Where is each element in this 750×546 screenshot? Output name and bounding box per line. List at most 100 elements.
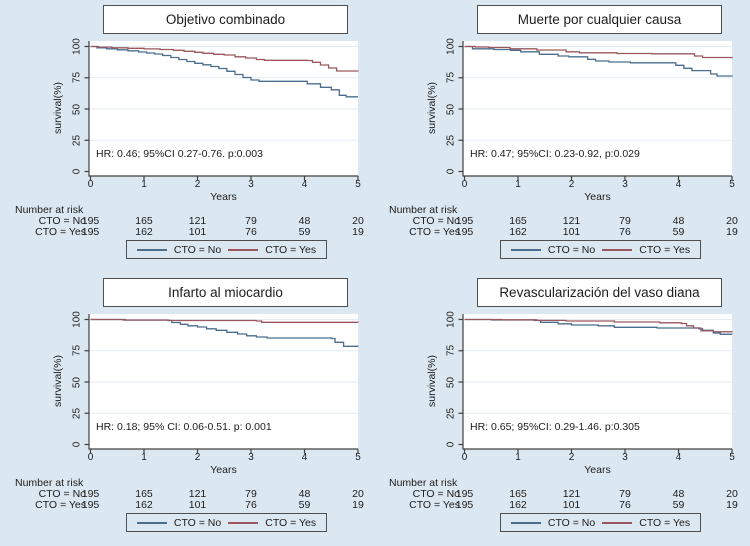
risk-table-heading: Number at risk (15, 204, 84, 216)
risk-value: 20 (726, 488, 738, 500)
risk-value: 195 (455, 499, 474, 511)
risk-value: 79 (619, 488, 631, 500)
x-tick-label: 1 (515, 179, 521, 190)
risk-value: 59 (298, 499, 311, 511)
x-tick-label: 5 (355, 179, 361, 190)
legend-label-cto-yes: CTO = Yes (639, 516, 691, 529)
risk-value: 19 (726, 499, 738, 511)
legend-line-cto-yes (602, 248, 633, 251)
risk-value: 121 (562, 215, 581, 227)
legend-line-cto-no (510, 248, 541, 251)
risk-row-label-cto-no: CTO = No (412, 215, 460, 227)
risk-value: 195 (81, 488, 100, 500)
x-tick-label: 2 (194, 452, 201, 463)
y-axis-label: survival(%) (52, 82, 64, 134)
risk-row-label-cto-yes: CTO = Yes (409, 226, 460, 238)
y-tick-label: 100 (445, 38, 457, 55)
legend-line-cto-no (510, 521, 541, 524)
km-plot-canvas (458, 41, 733, 181)
x-tick-label: 4 (675, 452, 682, 463)
panel-title: Objetivo combinado (165, 12, 286, 27)
risk-value: 48 (672, 215, 685, 227)
risk-value: 20 (352, 215, 364, 227)
x-axis-label: Years (210, 464, 237, 476)
risk-table-heading: Number at risk (389, 204, 458, 216)
risk-table-heading: Number at risk (15, 477, 84, 489)
km-plot-canvas (458, 314, 733, 454)
risk-row-label-cto-no: CTO = No (38, 488, 86, 500)
curve-cto-yes (464, 45, 733, 59)
x-tick-label: 4 (675, 179, 682, 190)
legend-label-cto-yes: CTO = Yes (639, 243, 691, 256)
risk-value: 121 (188, 215, 207, 227)
axes (88, 314, 358, 450)
km-panel-infarto-al-miocardio: Infarto al miocardio survival(%) HR: 0.1… (0, 273, 376, 546)
y-tick-label: 75 (445, 72, 457, 84)
panel-title-box: Infarto al miocardio (103, 278, 348, 307)
x-tick-label: 3 (622, 179, 628, 190)
risk-value: 59 (672, 499, 685, 511)
axes (88, 41, 358, 177)
risk-value: 101 (562, 226, 581, 238)
legend-line-cto-no (136, 521, 167, 524)
legend: CTO = No CTO = Yes (500, 240, 701, 259)
risk-value: 48 (298, 488, 311, 500)
y-tick-label: 25 (71, 407, 83, 419)
risk-value: 101 (188, 226, 207, 238)
panel-title: Muerte por cualquier causa (517, 12, 682, 27)
legend-label-cto-no: CTO = No (173, 516, 222, 529)
y-tick-label: 50 (445, 376, 457, 388)
axes (462, 314, 732, 450)
x-tick-label: 3 (248, 179, 254, 190)
risk-value: 162 (135, 226, 153, 238)
km-plot-canvas (84, 41, 359, 181)
risk-value: 121 (188, 488, 207, 500)
panel-title: Infarto al miocardio (168, 285, 283, 300)
x-tick-label: 4 (301, 179, 308, 190)
risk-value: 195 (455, 215, 474, 227)
curve-cto-no (464, 45, 733, 77)
risk-value: 162 (509, 226, 527, 238)
risk-value: 165 (135, 488, 153, 500)
risk-value: 59 (672, 226, 685, 238)
risk-value: 165 (135, 215, 153, 227)
risk-table-heading: Number at risk (389, 477, 458, 489)
risk-row-label-cto-yes: CTO = Yes (35, 226, 86, 238)
x-tick-label: 3 (622, 452, 628, 463)
y-axis-label: survival(%) (52, 355, 64, 407)
risk-value: 20 (352, 488, 364, 500)
risk-value: 195 (81, 215, 100, 227)
panel-title-box: Revascularización del vaso diana (477, 278, 722, 307)
risk-row-label-cto-no: CTO = No (412, 488, 460, 500)
risk-value: 101 (188, 499, 207, 511)
risk-value: 76 (619, 226, 631, 238)
y-tick-label: 75 (445, 345, 457, 357)
x-tick-label: 4 (301, 452, 308, 463)
risk-value: 76 (245, 499, 257, 511)
legend: CTO = No CTO = Yes (500, 513, 701, 532)
curve-cto-yes (90, 318, 359, 323)
y-tick-label: 25 (445, 134, 457, 146)
x-tick-label: 2 (194, 179, 201, 190)
panel-title-box: Muerte por cualquier causa (477, 5, 722, 34)
risk-value: 165 (509, 488, 527, 500)
risk-value: 48 (672, 488, 685, 500)
risk-value: 79 (245, 215, 257, 227)
x-axis-label: Years (210, 191, 237, 203)
x-tick-label: 0 (87, 452, 94, 463)
curve-cto-yes (90, 45, 359, 72)
risk-value: 195 (81, 226, 100, 238)
risk-value: 195 (455, 488, 474, 500)
y-tick-label: 50 (445, 103, 457, 115)
risk-value: 79 (245, 488, 257, 500)
risk-value: 20 (726, 215, 738, 227)
curve-cto-no (90, 318, 359, 347)
risk-row-label-cto-yes: CTO = Yes (409, 499, 460, 511)
x-tick-label: 0 (461, 179, 468, 190)
curve-cto-no (90, 45, 358, 98)
risk-row-label-cto-no: CTO = No (38, 215, 86, 227)
legend-line-cto-yes (228, 521, 259, 524)
legend: CTO = No CTO = Yes (126, 513, 327, 532)
y-tick-label: 50 (71, 103, 83, 115)
